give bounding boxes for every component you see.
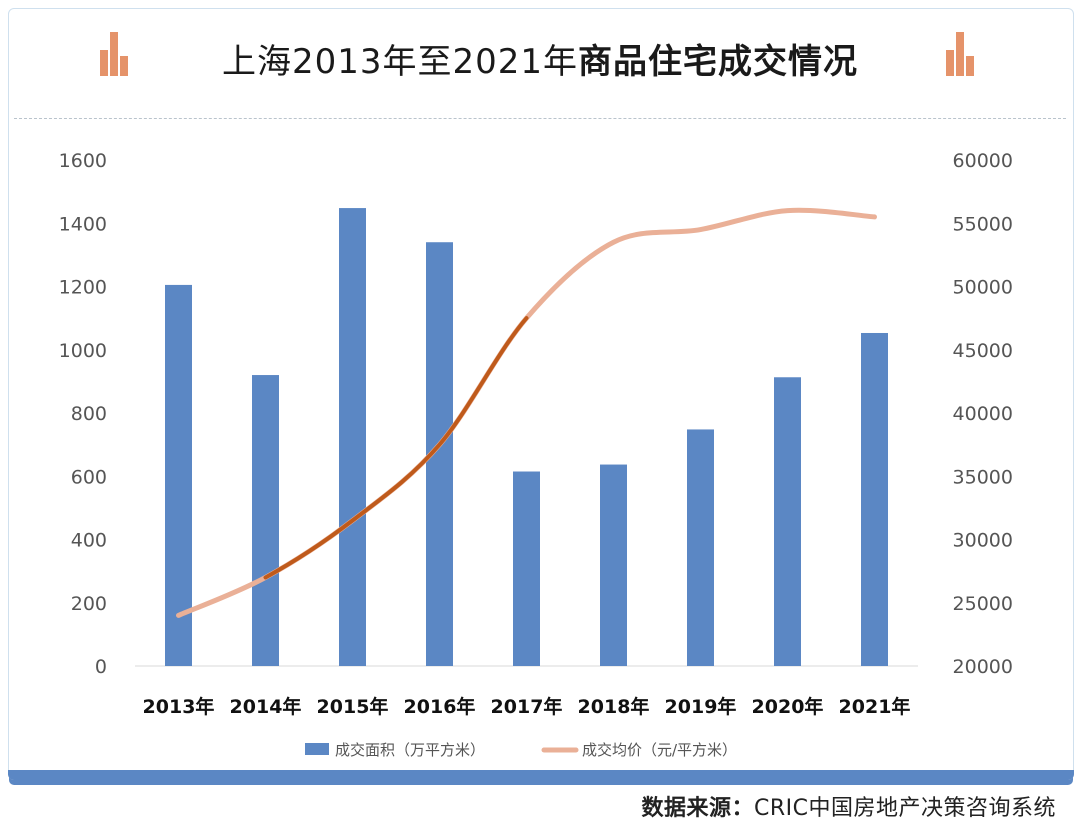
title-part-1: 上海2013年至2021年 bbox=[221, 42, 579, 82]
bar-2013年 bbox=[165, 284, 192, 666]
bar-2014年 bbox=[252, 375, 279, 666]
left-axis-tick: 200 bbox=[71, 593, 107, 615]
left-axis-tick: 0 bbox=[95, 656, 107, 678]
legend-label-bar: 成交面积（万平方米） bbox=[335, 741, 485, 759]
left-axis-tick: 1600 bbox=[59, 150, 107, 172]
right-axis-tick: 60000 bbox=[953, 150, 1013, 172]
price-line-highlight bbox=[263, 316, 529, 580]
left-axis-tick: 1000 bbox=[59, 340, 107, 362]
x-axis-category: 2017年 bbox=[491, 695, 563, 718]
bar-2021年 bbox=[861, 332, 888, 666]
x-axis-category: 2021年 bbox=[839, 695, 911, 718]
right-axis-tick: 35000 bbox=[953, 466, 1013, 488]
left-axis-tick: 400 bbox=[71, 530, 107, 552]
right-axis-tick: 45000 bbox=[953, 340, 1013, 362]
title-part-2: 商品住宅成交情况 bbox=[578, 42, 859, 82]
legend-swatch-bar bbox=[305, 743, 329, 755]
x-axis-category: 2015年 bbox=[317, 695, 389, 718]
left-axis-tick: 800 bbox=[71, 403, 107, 425]
data-source: 数据来源：CRIC中国房地产决策咨询系统 bbox=[641, 790, 1056, 822]
bar-2015年 bbox=[339, 208, 366, 666]
x-axis-category: 2016年 bbox=[404, 695, 476, 718]
x-axis-category: 2018年 bbox=[578, 695, 650, 718]
data-source-label: 数据来源： bbox=[641, 796, 754, 821]
bar-2020年 bbox=[774, 377, 801, 666]
right-axis-tick: 50000 bbox=[953, 277, 1013, 299]
bar-2019年 bbox=[687, 429, 714, 666]
right-axis-tick: 20000 bbox=[953, 656, 1013, 678]
right-axis-tick: 55000 bbox=[953, 213, 1013, 235]
x-axis-category: 2013年 bbox=[143, 695, 215, 718]
x-axis-category: 2014年 bbox=[230, 695, 302, 718]
chart-title: 上海2013年至2021年商品住宅成交情况 bbox=[0, 34, 1080, 83]
right-axis-tick: 30000 bbox=[953, 530, 1013, 552]
bar-2017年 bbox=[513, 471, 540, 666]
data-source-text: CRIC中国房地产决策咨询系统 bbox=[754, 796, 1056, 821]
left-axis-tick: 1400 bbox=[59, 213, 107, 235]
title-divider bbox=[14, 118, 1066, 119]
bar-2018年 bbox=[600, 464, 627, 666]
card-bottom-bar bbox=[8, 770, 1074, 780]
left-axis-tick: 600 bbox=[71, 466, 107, 488]
right-axis-tick: 25000 bbox=[953, 593, 1013, 615]
left-axis-tick: 1200 bbox=[59, 277, 107, 299]
legend-label-line: 成交均价（元/平方米） bbox=[582, 741, 737, 759]
right-axis-tick: 40000 bbox=[953, 403, 1013, 425]
x-axis-category: 2020年 bbox=[752, 695, 824, 718]
x-axis-category: 2019年 bbox=[665, 695, 737, 718]
